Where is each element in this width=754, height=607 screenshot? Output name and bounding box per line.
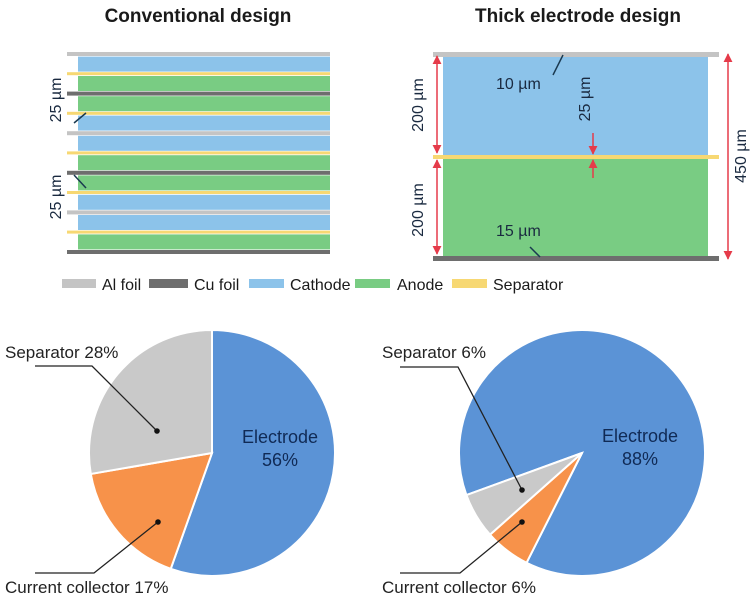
separator-layer xyxy=(67,111,330,115)
thick-annotations: 10 µm 15 µm 200 µm 200 µm 450 µm 25 µm xyxy=(410,53,750,260)
pie-slice-electrode xyxy=(169,328,336,577)
legend: Al foil Cu foil Cathode Anode Separator xyxy=(62,277,564,294)
cathode-layer xyxy=(78,115,330,131)
leader-dot xyxy=(154,428,160,434)
leader-line xyxy=(73,112,87,124)
legend-label-separator: Separator xyxy=(493,277,564,294)
leader-line xyxy=(73,174,87,189)
legend-swatch-separator xyxy=(452,279,487,288)
separator-layer xyxy=(67,230,330,234)
pie-slice-current-collector xyxy=(89,451,214,571)
collector-callout: Current collector 17% xyxy=(5,578,168,597)
separator-callout: Separator 28% xyxy=(5,343,118,362)
cu-foil-layer xyxy=(67,250,330,254)
leader-line xyxy=(552,54,564,76)
leader-line xyxy=(400,521,523,574)
leader-dot xyxy=(519,519,525,525)
cathode-layer xyxy=(78,56,330,72)
cu-foil-layer xyxy=(67,170,330,175)
pie-conventional xyxy=(88,328,336,577)
annotation-al: 10 µm xyxy=(496,76,541,93)
legend-label-al: Al foil xyxy=(102,277,141,294)
annotation-25um-1: 25 µm xyxy=(48,78,65,123)
pie-slice-separator xyxy=(88,328,213,476)
leader-dot xyxy=(519,487,525,493)
electrode-label: Electrode xyxy=(602,426,678,446)
legend-swatch-al xyxy=(62,279,96,288)
separator-layer xyxy=(67,72,330,76)
al-foil-layer xyxy=(67,131,330,136)
annotation-cathode: 200 µm xyxy=(410,78,427,132)
title-conventional: Conventional design xyxy=(105,6,292,27)
legend-swatch-cathode xyxy=(249,279,284,288)
thick-anode xyxy=(443,158,708,256)
pie-thick xyxy=(458,329,706,577)
annotation-total: 450 µm xyxy=(733,129,750,183)
annotation-anode: 200 µm xyxy=(410,183,427,237)
leader-line xyxy=(35,365,158,432)
legend-label-cu: Cu foil xyxy=(194,277,239,294)
leader-line xyxy=(400,366,523,491)
annotation-cu: 15 µm xyxy=(496,223,541,240)
collector-callout: Current collector 6% xyxy=(382,578,536,597)
anode-layer xyxy=(78,76,330,91)
leader-dot xyxy=(155,519,161,525)
thick-separator xyxy=(433,155,719,159)
separator-callout: Separator 6% xyxy=(382,343,486,362)
cu-foil-layer xyxy=(67,91,330,96)
anode-layer xyxy=(78,155,330,171)
cathode-layer xyxy=(78,215,330,230)
thick-cu-foil xyxy=(433,256,719,261)
pie-labels-conventional: Electrode 56% Separator 28% Current coll… xyxy=(5,343,318,597)
anode-layer xyxy=(78,175,330,191)
anode-layer xyxy=(78,96,330,112)
cathode-layer xyxy=(78,135,330,151)
annotation-separator: 25 µm xyxy=(577,77,594,122)
legend-swatch-anode xyxy=(355,279,390,288)
al-foil-layer xyxy=(67,52,330,56)
thick-cathode xyxy=(443,57,708,155)
pie-slice-separator xyxy=(465,452,583,537)
separator-layer xyxy=(67,191,330,194)
electrode-percent: 56% xyxy=(262,450,298,470)
legend-label-cathode: Cathode xyxy=(290,277,351,294)
thick-al-foil xyxy=(433,52,719,57)
conventional-stack xyxy=(67,52,330,254)
conventional-annotations: 25 µm 25 µm xyxy=(48,78,87,220)
legend-label-anode: Anode xyxy=(397,277,443,294)
electrode-percent: 88% xyxy=(622,449,658,469)
thick-stack xyxy=(433,52,719,261)
cathode-layer xyxy=(78,194,330,210)
separator-layer xyxy=(67,151,330,155)
leader-line xyxy=(35,521,159,574)
title-thick: Thick electrode design xyxy=(475,6,681,27)
legend-swatch-cu xyxy=(149,279,188,288)
al-foil-layer xyxy=(67,210,330,215)
annotation-25um-2: 25 µm xyxy=(48,175,65,220)
pie-labels-thick: Electrode 88% Separator 6% Current colle… xyxy=(382,343,678,597)
leader-line xyxy=(529,246,541,258)
electrode-label: Electrode xyxy=(242,427,318,447)
anode-layer xyxy=(78,234,330,250)
